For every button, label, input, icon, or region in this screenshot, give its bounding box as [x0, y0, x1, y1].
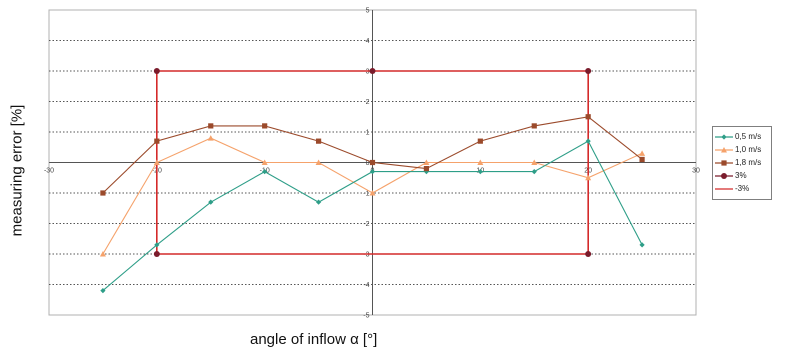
data-point — [153, 251, 160, 257]
legend-label: 3% — [735, 171, 747, 180]
legend-item: -3% — [715, 182, 771, 195]
legend-swatch — [715, 133, 733, 140]
data-point — [369, 190, 376, 196]
y-tick-label: 5 — [366, 8, 370, 15]
data-point — [585, 138, 591, 144]
data-point — [721, 133, 727, 140]
series-3-markers — [153, 68, 592, 257]
data-point — [262, 169, 268, 175]
data-point — [423, 166, 430, 172]
y-tick-label: -2 — [363, 221, 369, 228]
data-point — [208, 199, 214, 205]
legend-item: 0,5 m/s — [715, 130, 771, 143]
data-point — [531, 169, 537, 175]
data-point — [721, 159, 727, 166]
y-tick-label: -4 — [363, 282, 369, 289]
data-point — [315, 138, 322, 144]
data-point — [477, 138, 483, 144]
data-point — [639, 242, 645, 248]
legend-item: 1,8 m/s — [715, 156, 771, 169]
data-point — [585, 174, 592, 181]
data-point — [153, 68, 160, 74]
data-point — [154, 138, 160, 144]
x-axis-label: angle of inflow α [°] — [250, 331, 378, 348]
data-point — [153, 159, 160, 165]
y-tick-label: -3 — [363, 252, 369, 259]
data-point — [721, 172, 727, 179]
y-tick-label: 4 — [366, 38, 370, 45]
series-1 — [99, 135, 646, 257]
data-point — [99, 251, 106, 257]
y-tick-label: -5 — [363, 313, 369, 320]
legend-item: 3% — [715, 169, 771, 182]
data-point — [100, 190, 106, 196]
x-tick-label: 30 — [692, 168, 700, 175]
legend-label: 1,0 m/s — [735, 145, 762, 154]
y-tick-label: -1 — [363, 191, 369, 198]
data-point — [531, 159, 538, 165]
x-tick-label: -30 — [44, 168, 54, 175]
data-point — [315, 159, 322, 165]
data-point — [531, 123, 537, 129]
y-axis-label: measuring error [%] — [8, 104, 26, 236]
data-point — [208, 123, 214, 129]
legend-label: 1,8 m/s — [735, 158, 762, 167]
data-point — [207, 135, 214, 141]
data-point — [639, 150, 646, 156]
y-axis-label-box: measuring error [%] — [2, 60, 32, 280]
legend-swatch — [715, 159, 733, 166]
series-2 — [100, 114, 645, 196]
y-tick-label: 2 — [366, 99, 370, 106]
data-point — [585, 114, 591, 120]
data-point — [100, 288, 106, 294]
legend-swatch — [715, 146, 733, 152]
data-point — [315, 199, 322, 205]
series-0 — [100, 138, 645, 294]
legend-label: 0,5 m/s — [735, 132, 762, 141]
data-point — [154, 242, 160, 248]
legend-swatch — [715, 172, 733, 179]
data-point — [369, 159, 376, 166]
series-layer — [99, 68, 646, 294]
y-tick-label: 0 — [366, 160, 370, 167]
data-point — [639, 156, 645, 163]
data-point — [477, 169, 483, 175]
legend-label: -3% — [735, 184, 750, 193]
data-point — [369, 169, 376, 175]
legend-item: 1,0 m/s — [715, 143, 771, 156]
data-point — [477, 159, 484, 165]
y-tick-label: 1 — [366, 130, 370, 137]
legend: 0,5 m/s 1,0 m/s 1,8 m/s 3% -3% — [712, 126, 772, 200]
data-point — [721, 146, 727, 152]
legend-swatch — [715, 187, 733, 190]
data-point — [369, 68, 376, 74]
data-point — [585, 251, 592, 257]
y-tick-label: 3 — [366, 69, 370, 76]
data-point — [262, 123, 268, 129]
data-point — [261, 159, 268, 165]
data-point — [423, 159, 430, 165]
data-point — [585, 68, 592, 74]
